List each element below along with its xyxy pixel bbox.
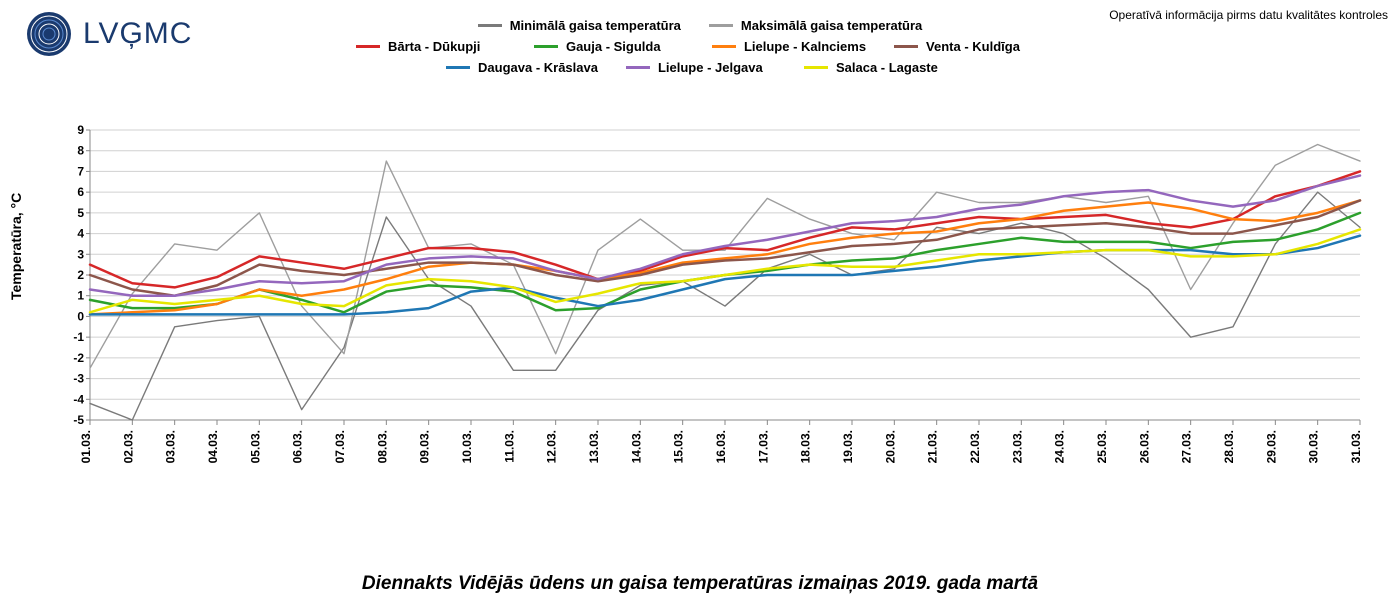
- x-tick-label: 31.03.: [1349, 430, 1363, 463]
- x-tick-label: 13.03.: [587, 430, 601, 463]
- legend-label: Lielupe - Kalnciems: [744, 39, 866, 54]
- legend-swatch: [804, 66, 828, 69]
- legend-row-1: Bārta - Dūkupji Gauja - Sigulda Lielupe - …: [356, 39, 1044, 54]
- x-tick-label: 12.03.: [545, 430, 559, 463]
- x-tick-label: 02.03.: [121, 430, 135, 463]
- x-tick-label: 15.03.: [672, 430, 686, 463]
- x-tick-label: 01.03.: [79, 430, 93, 463]
- legend-swatch: [478, 24, 502, 27]
- legend-swatch: [894, 45, 918, 48]
- legend-row-2: Daugava - Krāslava Lielupe - Jelgava Salac…: [446, 60, 954, 75]
- svg-text:-1: -1: [73, 330, 84, 344]
- svg-text:0: 0: [77, 309, 84, 323]
- svg-text:7: 7: [77, 164, 84, 178]
- legend-swatch: [709, 24, 733, 27]
- x-tick-label: 24.03.: [1053, 430, 1067, 463]
- x-tick-label: 09.03.: [418, 430, 432, 463]
- x-tick-label: 27.03.: [1180, 430, 1194, 463]
- x-tick-label: 05.03.: [248, 430, 262, 463]
- chart-svg: -5 -4 -3 -2 -1 0 1 2 3 4 5 6 7 8 9 01.03. 02.03. 03.03. 04…: [60, 120, 1370, 500]
- svg-text:1: 1: [77, 289, 84, 303]
- x-tick-label: 29.03.: [1264, 430, 1278, 463]
- legend-item: Minimālā gaisa temperatūra: [478, 18, 681, 33]
- x-tick-label: 14.03.: [629, 430, 643, 463]
- svg-text:-5: -5: [73, 413, 84, 427]
- svg-text:6: 6: [77, 185, 84, 199]
- legend-item: Salaca - Lagaste: [804, 60, 954, 75]
- x-tick-label: 28.03.: [1222, 430, 1236, 463]
- legend-item: Daugava - Krāslava: [446, 60, 598, 75]
- legend-item: Bārta - Dūkupji: [356, 39, 506, 54]
- svg-text:5: 5: [77, 206, 84, 220]
- x-tick-label: 25.03.: [1095, 430, 1109, 463]
- legend-label: Lielupe - Jelgava: [658, 60, 763, 75]
- svg-text:-2: -2: [73, 351, 84, 365]
- legend-swatch: [626, 66, 650, 69]
- legend-swatch: [534, 45, 558, 48]
- x-tick-label: 30.03.: [1307, 430, 1321, 463]
- y-axis-label: Temperatūra, °C: [8, 193, 24, 300]
- legend-label: Venta - Kuldīga: [926, 39, 1020, 54]
- legend-label: Salaca - Lagaste: [836, 60, 938, 75]
- chart-area: -5 -4 -3 -2 -1 0 1 2 3 4 5 6 7 8 9 01.03. 02.03. 03.03. 04…: [60, 120, 1370, 500]
- x-tick-label: 22.03.: [968, 430, 982, 463]
- x-tick-label: 16.03.: [714, 430, 728, 463]
- x-tick-label: 10.03.: [460, 430, 474, 463]
- legend-row-air: Minimālā gaisa temperatūra Maksimālā gais…: [478, 18, 923, 33]
- svg-text:-4: -4: [73, 392, 84, 406]
- svg-text:2: 2: [77, 268, 84, 282]
- legend-label: Minimālā gaisa temperatūra: [510, 18, 681, 33]
- legend-item: Lielupe - Jelgava: [626, 60, 776, 75]
- svg-text:4: 4: [77, 227, 84, 241]
- legend: Minimālā gaisa temperatūra Maksimālā gais…: [0, 18, 1400, 75]
- legend-swatch: [712, 45, 736, 48]
- x-tick-label: 26.03.: [1137, 430, 1151, 463]
- x-tick-label: 18.03.: [799, 430, 813, 463]
- legend-item: Maksimālā gaisa temperatūra: [709, 18, 922, 33]
- legend-item: Venta - Kuldīga: [894, 39, 1044, 54]
- x-tick-label: 07.03.: [333, 430, 347, 463]
- x-tick-label: 19.03.: [841, 430, 855, 463]
- legend-label: Maksimālā gaisa temperatūra: [741, 18, 922, 33]
- x-tick-label: 03.03.: [164, 430, 178, 463]
- x-tick-label: 17.03.: [756, 430, 770, 463]
- svg-text:3: 3: [77, 247, 84, 261]
- x-tick-label: 21.03.: [926, 430, 940, 463]
- x-tick-label: 20.03.: [883, 430, 897, 463]
- svg-text:8: 8: [77, 144, 84, 158]
- x-tick-label: 04.03.: [206, 430, 220, 463]
- x-tick-label: 23.03.: [1010, 430, 1024, 463]
- x-tick-label: 08.03.: [375, 430, 389, 463]
- legend-item: Lielupe - Kalnciems: [712, 39, 866, 54]
- chart-title: Diennakts Vidējās ūdens un gaisa tempera…: [0, 573, 1400, 595]
- chart-container: LVĢMC Operatīvā informācija pirms datu k…: [0, 0, 1400, 600]
- legend-swatch: [446, 66, 470, 69]
- x-tick-label: 11.03.: [502, 430, 516, 463]
- legend-item: Gauja - Sigulda: [534, 39, 684, 54]
- legend-swatch: [356, 45, 380, 48]
- legend-label: Gauja - Sigulda: [566, 39, 661, 54]
- legend-label: Daugava - Krāslava: [478, 60, 598, 75]
- x-tick-label: 06.03.: [291, 430, 305, 463]
- legend-label: Bārta - Dūkupji: [388, 39, 480, 54]
- svg-text:-3: -3: [73, 372, 84, 386]
- svg-text:9: 9: [77, 123, 84, 137]
